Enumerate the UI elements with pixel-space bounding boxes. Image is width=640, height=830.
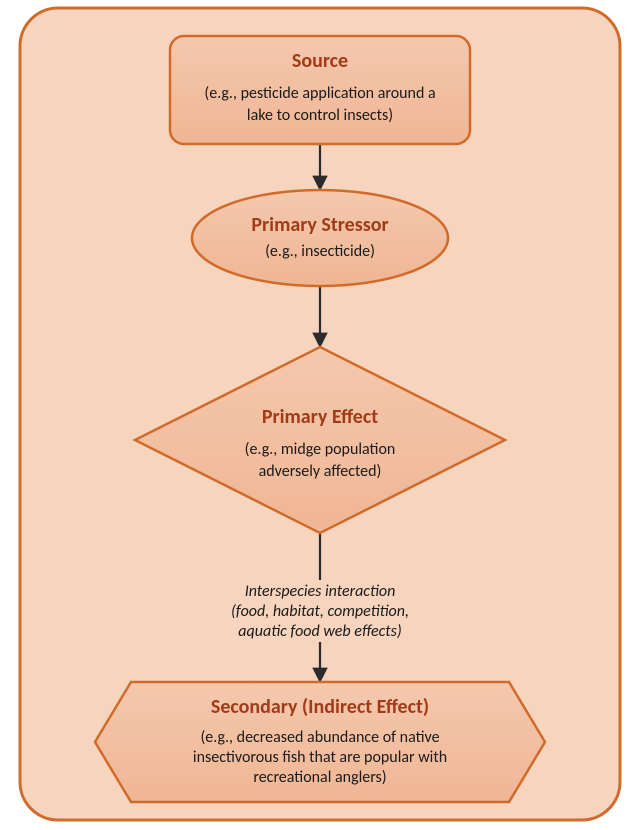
stressor-title: Primary Stressor: [251, 213, 388, 237]
node-stressor: Primary Stressor (e.g., insecticide): [192, 190, 448, 286]
interaction-line2: (food, habitat, competition,: [231, 602, 409, 621]
effect-title: Primary Effect: [262, 405, 378, 429]
node-secondary: Secondary (Indirect Effect) (e.g., decre…: [95, 682, 545, 802]
node-source: Source (e.g., pesticide application arou…: [170, 36, 470, 144]
source-sub1: (e.g., pesticide application around a: [204, 84, 435, 103]
secondary-sub3: recreational anglers): [253, 768, 386, 787]
secondary-title: Secondary (Indirect Effect): [211, 695, 429, 719]
interaction-line3: aquatic food web effects): [238, 622, 401, 641]
source-sub2: lake to control insects): [247, 106, 393, 125]
effect-sub2: adversely affected): [259, 462, 382, 481]
source-title: Source: [292, 49, 348, 73]
flowchart-canvas: Source (e.g., pesticide application arou…: [0, 0, 640, 830]
interaction-line1: Interspecies interaction: [245, 582, 396, 601]
secondary-sub1: (e.g., decreased abundance of native: [200, 728, 439, 747]
secondary-sub2: insectivorous fish that are popular with: [193, 748, 447, 767]
interaction-label: Interspecies interaction (food, habitat,…: [231, 582, 409, 641]
effect-sub1: (e.g., midge population: [245, 440, 396, 459]
stressor-sub: (e.g., insecticide): [265, 242, 375, 261]
